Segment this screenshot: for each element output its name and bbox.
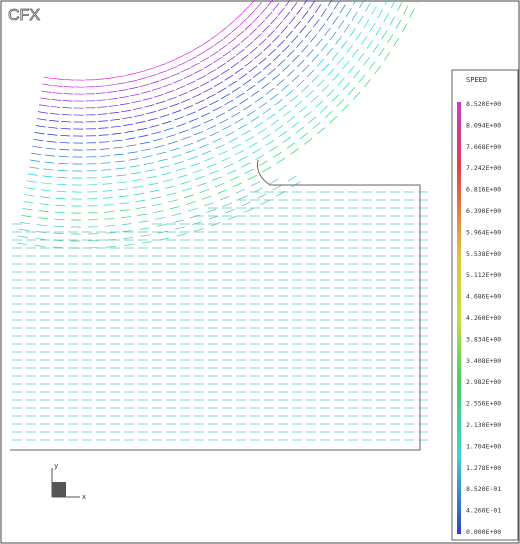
legend-label: 3.408E+00 (466, 357, 501, 365)
legend-label: 7.242E+00 (466, 164, 501, 172)
x-axis-label: x (82, 493, 86, 501)
legend-title: SPEED (466, 76, 487, 84)
cfd-viewport: CFX SPEED 8.520E+00 8.094E+00 7.668E+00 7.2… (0, 0, 520, 544)
legend-label: 6.390E+00 (466, 207, 501, 215)
legend-label: 1.704E+00 (466, 442, 501, 450)
legend-label: 7.668E+00 (466, 143, 501, 151)
legend-label: 4.260E+00 (466, 314, 501, 322)
legend-label: 5.538E+00 (466, 250, 501, 258)
legend-label: 5.964E+00 (466, 228, 501, 236)
legend-label: 2.982E+00 (466, 378, 501, 386)
color-bar (457, 102, 461, 534)
legend-label: 0.000E+00 (466, 528, 501, 536)
logo: CFX (8, 7, 40, 24)
legend-label: 3.834E+00 (466, 335, 501, 343)
legend-label: 8.094E+00 (466, 121, 501, 129)
legend-label: 8.520E+00 (466, 100, 501, 108)
legend-labels: 8.520E+00 8.094E+00 7.668E+00 7.242E+00 6.81… (466, 100, 501, 536)
y-axis-label: y (54, 462, 58, 470)
legend-label: 4.260E-01 (466, 507, 501, 515)
legend-label: 5.112E+00 (466, 271, 501, 279)
legend-label: 8.520E-01 (466, 485, 501, 493)
legend-label: 1.278E+00 (466, 464, 501, 472)
legend-label: 4.686E+00 (466, 293, 501, 301)
legend-label: 6.816E+00 (466, 186, 501, 194)
axis-box (52, 482, 66, 497)
legend-label: 2.130E+00 (466, 421, 501, 429)
legend-label: 2.556E+00 (466, 400, 501, 408)
